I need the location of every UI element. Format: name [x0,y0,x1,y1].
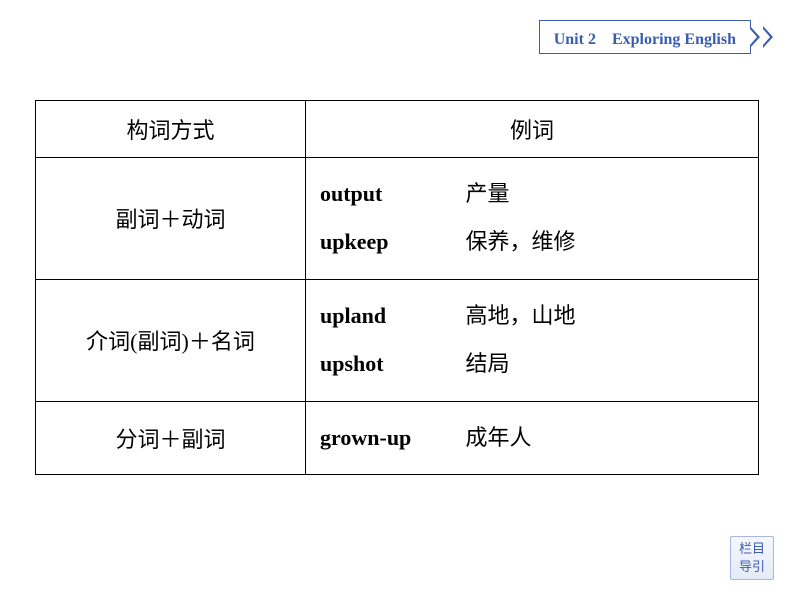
example-entry: grown-up 成年人 [320,414,748,462]
example-entry: upshot 结局 [320,340,748,388]
example-english: output [320,170,460,218]
example-english: upland [320,292,460,340]
table-row: 介词(副词)＋名词 upland 高地，山地 upshot 结局 [36,279,759,401]
example-chinese: 保养，维修 [466,229,576,254]
example-chinese: 产量 [466,181,510,206]
table-header-row: 构词方式 例词 [36,101,759,158]
example-english: upshot [320,340,460,388]
example-chinese: 结局 [466,351,510,376]
section-nav-button[interactable]: 栏目 导引 [730,536,774,580]
nav-label-line2: 导引 [731,558,773,576]
example-chinese: 高地，山地 [466,303,576,328]
example-english: upkeep [320,218,460,266]
word-formation-table: 构词方式 例词 副词＋动词 output 产量 upkeep 保养，维修 介词(… [35,100,759,475]
example-entry: upkeep 保养，维修 [320,218,748,266]
header-examples: 例词 [306,101,759,158]
header-formation: 构词方式 [36,101,306,158]
formation-type: 分词＋副词 [36,401,306,474]
formation-type: 副词＋动词 [36,158,306,280]
examples-cell: grown-up 成年人 [306,401,759,474]
table-row: 分词＋副词 grown-up 成年人 [36,401,759,474]
chevron-right-icon [750,26,776,48]
formation-type: 介词(副词)＋名词 [36,279,306,401]
example-english: grown-up [320,414,460,462]
example-entry: output 产量 [320,170,748,218]
table-row: 副词＋动词 output 产量 upkeep 保养，维修 [36,158,759,280]
nav-label-line1: 栏目 [731,540,773,558]
examples-cell: output 产量 upkeep 保养，维修 [306,158,759,280]
unit-title: Unit 2 Exploring English [539,20,751,54]
unit-header: Unit 2 Exploring English [539,20,776,54]
examples-cell: upland 高地，山地 upshot 结局 [306,279,759,401]
example-chinese: 成年人 [466,425,532,450]
example-entry: upland 高地，山地 [320,292,748,340]
